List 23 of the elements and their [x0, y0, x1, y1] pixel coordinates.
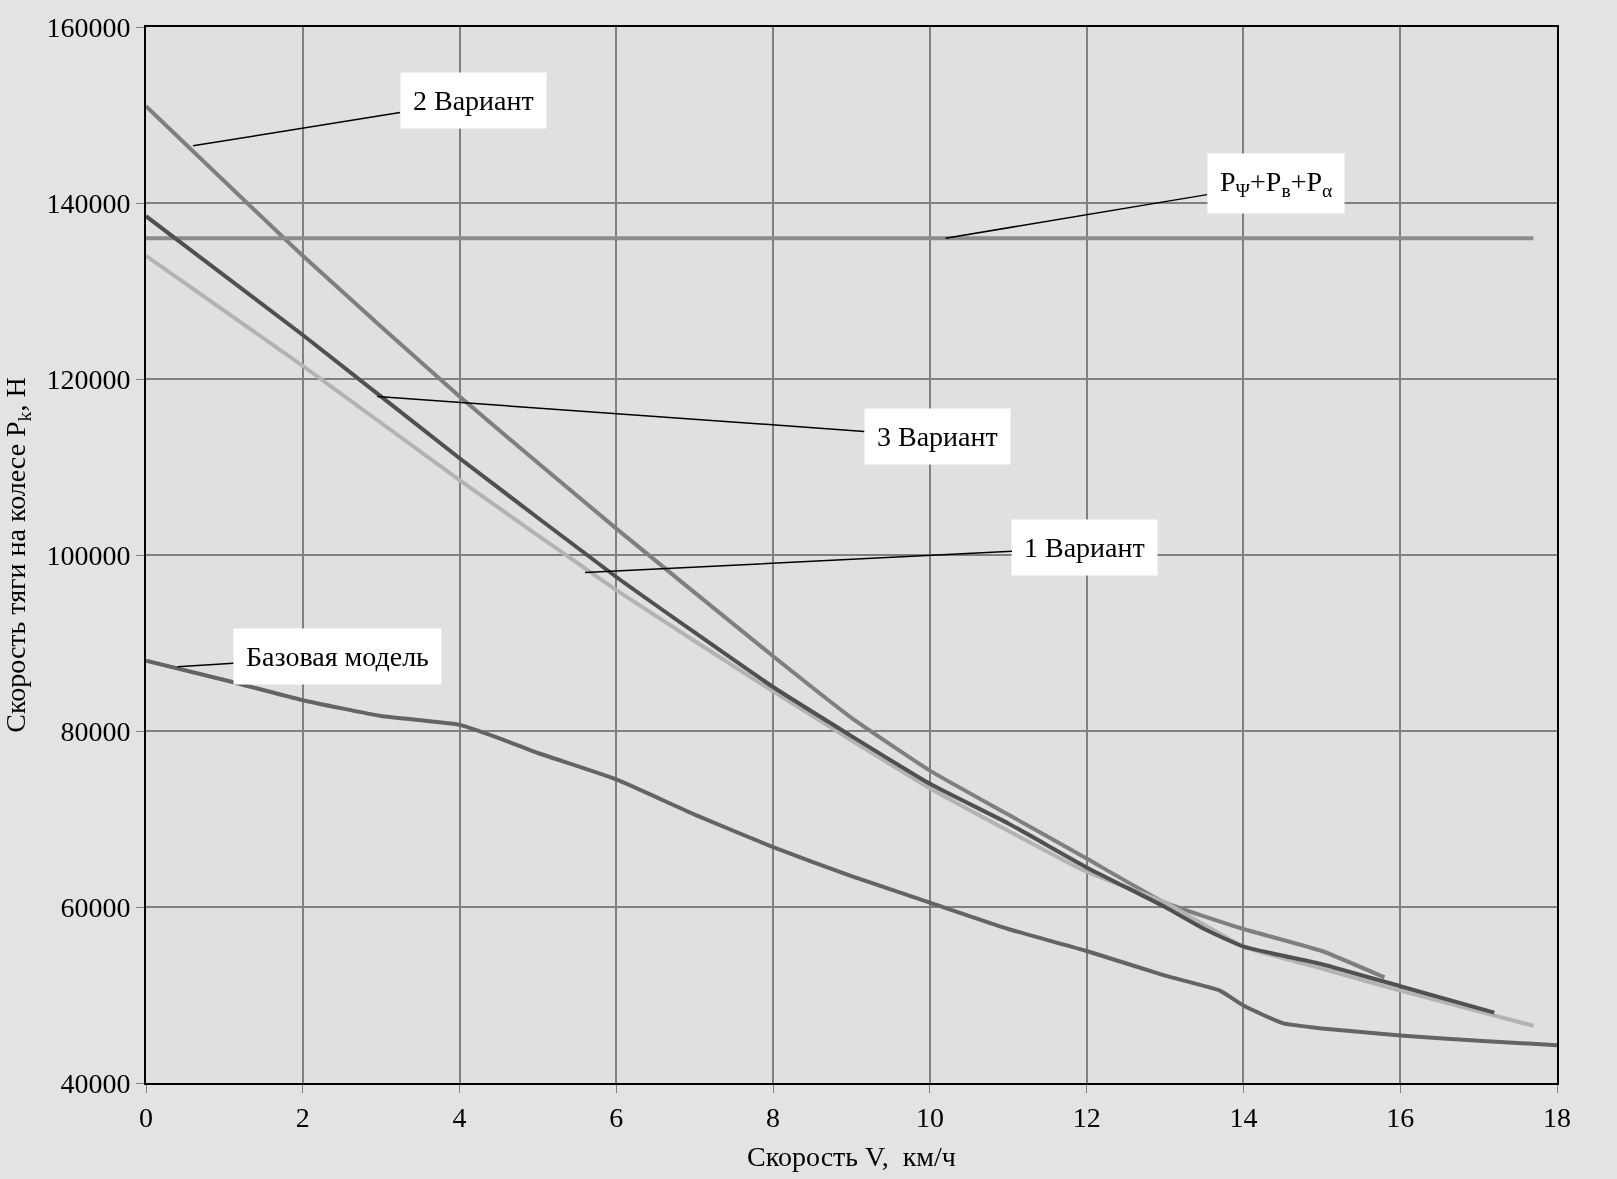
y-tick-label: 160000: [46, 11, 131, 43]
x-axis-title: Скорость V, км/ч: [747, 1141, 956, 1173]
y-tick-label: 120000: [46, 363, 131, 395]
x-tick-label: 8: [766, 1101, 781, 1133]
annotation: 2 Вариант: [413, 85, 534, 116]
x-tick-label: 2: [295, 1101, 310, 1133]
y-tick-label: 140000: [46, 187, 131, 219]
x-tick-label: 16: [1386, 1101, 1415, 1133]
x-tick-label: 14: [1229, 1101, 1258, 1133]
x-tick-label: 10: [915, 1101, 944, 1133]
y-tick-label: 80000: [60, 715, 131, 747]
annotation: 1 Вариант: [1024, 532, 1145, 563]
x-tick-label: 0: [139, 1101, 153, 1133]
annotation: P$_{Ψ}$+P$_{в}$+P$_{α}$: [1220, 166, 1333, 201]
y-tick-label: 100000: [46, 539, 131, 571]
annotation: 3 Вариант: [877, 421, 998, 452]
x-tick-label: 12: [1072, 1101, 1101, 1133]
annotation: Базовая модель: [246, 641, 429, 672]
y-tick-label: 40000: [60, 1067, 131, 1099]
x-tick-label: 4: [452, 1101, 467, 1133]
x-tick-label: 6: [609, 1101, 624, 1133]
y-tick-label: 60000: [60, 891, 131, 923]
x-tick-label: 18: [1543, 1101, 1571, 1133]
